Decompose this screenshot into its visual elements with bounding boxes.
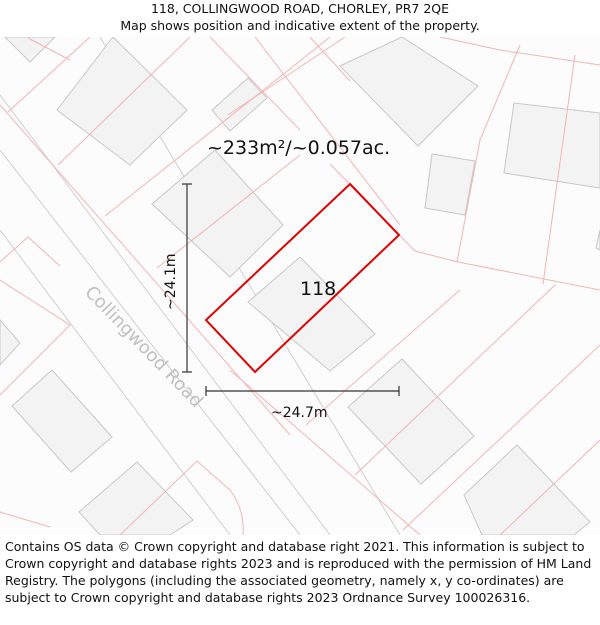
width-measure-label: ~24.7m bbox=[271, 405, 328, 421]
plot-number-label: 118 bbox=[300, 278, 336, 300]
buildings bbox=[0, 37, 600, 535]
height-measure-label: ~24.1m bbox=[163, 253, 179, 310]
property-boundaries bbox=[0, 37, 600, 535]
height-measure bbox=[182, 183, 192, 373]
property-address: 118, COLLINGWOOD ROAD, CHORLEY, PR7 2QE bbox=[150, 1, 450, 16]
map-header: 118, COLLINGWOOD ROAD, CHORLEY, PR7 2QE … bbox=[0, 0, 600, 37]
property-map[interactable]: Collingwood Road 118 ~233m²/~0.057ac. ~2… bbox=[0, 37, 600, 535]
property-outline[interactable] bbox=[204, 182, 401, 374]
road-label: Collingwood Road bbox=[80, 282, 207, 412]
area-label: ~233m²/~0.057ac. bbox=[207, 137, 390, 159]
width-measure bbox=[205, 386, 400, 396]
copyright-attribution: Contains OS data © Crown copyright and d… bbox=[5, 539, 592, 605]
map-subtitle: Map shows position and indicative extent… bbox=[120, 18, 480, 33]
